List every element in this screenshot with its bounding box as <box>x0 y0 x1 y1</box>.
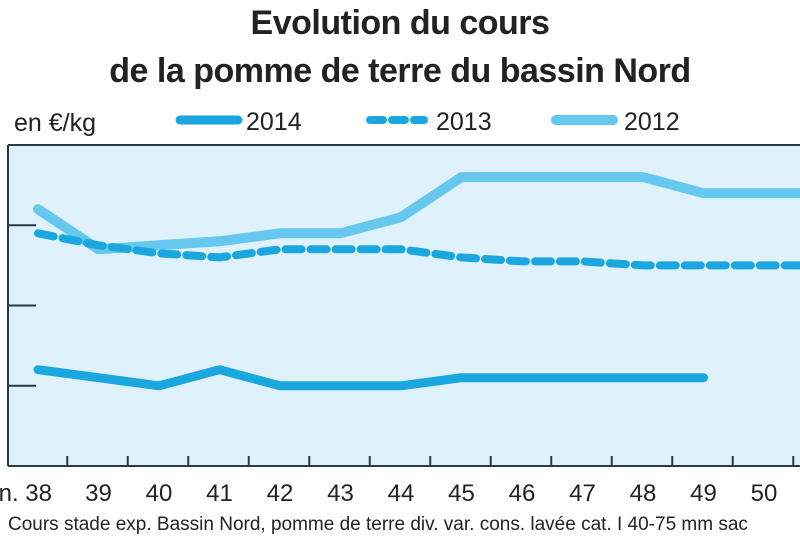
x-tick-label: 47 <box>569 480 596 507</box>
x-tick-label: 39 <box>85 480 112 507</box>
legend: 2014 2013 2012 <box>175 108 680 136</box>
x-tick-label: 48 <box>630 480 657 507</box>
x-tick-label: 45 <box>448 480 475 507</box>
series-line-2014 <box>33 365 708 391</box>
x-tick-label: 49 <box>690 480 717 507</box>
series-line-2013 <box>34 229 800 270</box>
chart-title-line-1: Evolution du cours <box>250 4 550 42</box>
x-tick-marks <box>66 456 795 466</box>
x-tick-labels: n. 38 39 40 41 42 43 44 45 46 47 48 49 50 <box>0 480 777 507</box>
legend-label-2012: 2012 <box>624 108 680 136</box>
x-tick-label: 43 <box>327 480 354 507</box>
source-note: Cours stade exp. Bassin Nord, pomme de t… <box>8 514 748 535</box>
series-layer <box>33 172 800 391</box>
x-tick-label: 40 <box>146 480 173 507</box>
plot-frame <box>7 144 800 467</box>
x-tick-label: 44 <box>388 480 415 507</box>
legend-label-2014: 2014 <box>246 108 302 136</box>
series-line-2012 <box>33 172 800 255</box>
gridlines <box>8 224 36 387</box>
y-axis-label: en €/kg <box>14 109 96 137</box>
legend-label-2013: 2013 <box>436 108 492 136</box>
plot-area <box>8 145 800 466</box>
chart-title-line-2: de la pomme de terre du bassin Nord <box>109 52 691 90</box>
x-tick-label: 42 <box>267 480 294 507</box>
x-tick-label: 50 <box>751 480 778 507</box>
x-tick-label: 46 <box>509 480 536 507</box>
x-tick-label: n. 38 <box>0 480 52 507</box>
x-tick-label: 41 <box>206 480 233 507</box>
